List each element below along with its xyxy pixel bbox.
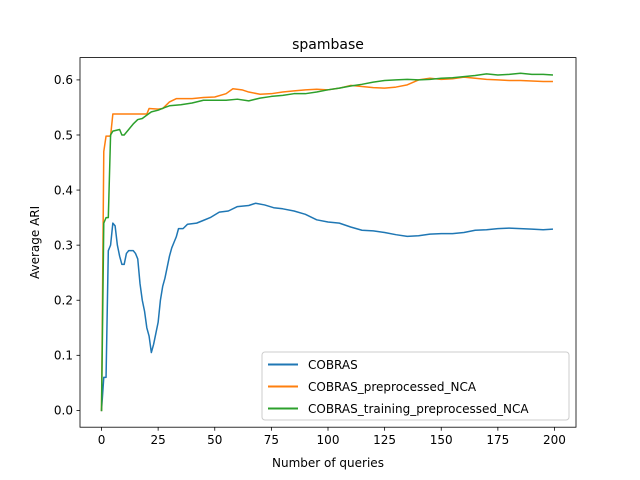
y-axis: 0.0 0.1 0.2 0.3 0.4 0.5 0.6 bbox=[54, 73, 80, 418]
x-tick-label: 50 bbox=[207, 433, 222, 447]
series-layer bbox=[100, 72, 554, 412]
x-tick-label: 75 bbox=[264, 433, 279, 447]
x-tick-label: 200 bbox=[543, 433, 566, 447]
x-tick-label: 175 bbox=[486, 433, 509, 447]
series-line-cobras bbox=[100, 202, 554, 412]
x-tick-label: 0 bbox=[98, 433, 106, 447]
series-line-cobras-training-preprocessed-nca bbox=[100, 72, 554, 412]
x-axis: 0 25 50 75 100 125 150 175 200 bbox=[98, 427, 566, 447]
legend-label-cobras: COBRAS bbox=[308, 358, 358, 372]
y-tick-label: 0.1 bbox=[54, 349, 73, 363]
legend-frame bbox=[261, 351, 570, 421]
y-tick-label: 0.2 bbox=[54, 294, 73, 308]
y-tick-label: 0.6 bbox=[54, 73, 73, 87]
x-axis-title: Number of queries bbox=[272, 456, 384, 470]
x-tick-label: 100 bbox=[317, 433, 340, 447]
legend-label-cobras-training-preprocessed-nca: COBRAS_training_preprocessed_NCA bbox=[308, 402, 529, 416]
y-tick-label: 0.5 bbox=[54, 128, 73, 142]
y-tick-label: 0.4 bbox=[54, 183, 73, 197]
chart-title: spambase bbox=[292, 37, 364, 53]
x-tick-label: 150 bbox=[430, 433, 453, 447]
x-tick-label: 125 bbox=[373, 433, 396, 447]
y-tick-label: 0.0 bbox=[54, 404, 73, 418]
y-tick-label: 0.3 bbox=[54, 238, 73, 252]
x-tick-label: 25 bbox=[150, 433, 165, 447]
legend-label-cobras-preprocessed-nca: COBRAS_preprocessed_NCA bbox=[308, 380, 477, 394]
y-axis-title: Average ARI bbox=[28, 206, 42, 279]
legend: COBRAS COBRAS_preprocessed_NCA COBRAS_tr… bbox=[261, 351, 570, 421]
